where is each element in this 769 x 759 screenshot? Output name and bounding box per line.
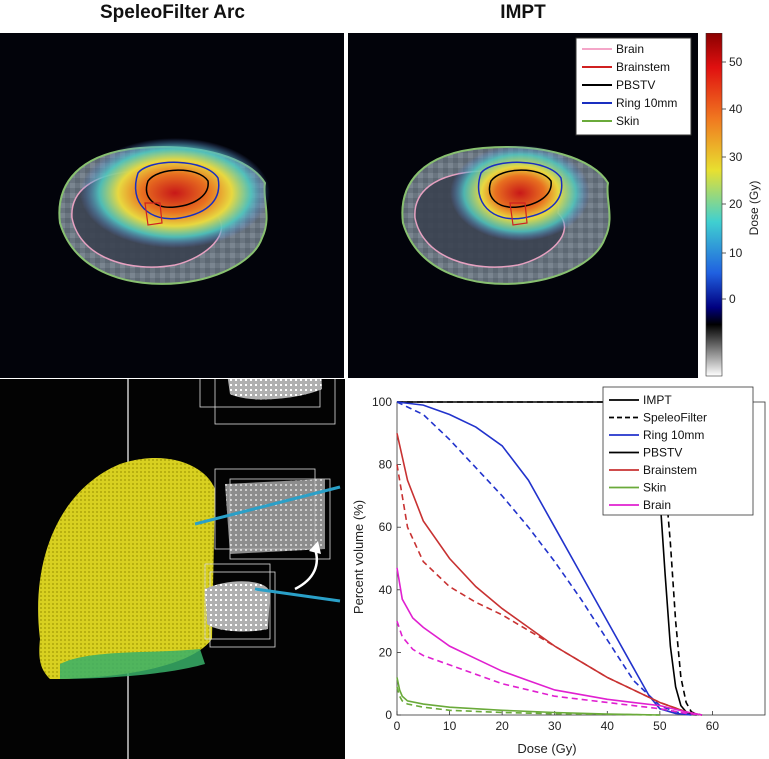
dvh-x-tick-label: 40: [601, 719, 615, 733]
title-impt: IMPT: [500, 2, 546, 23]
colorbar-tick-label: 0: [729, 292, 736, 306]
transform-arrow: [294, 548, 319, 591]
dvh-legend-label: SpeleoFilter: [643, 411, 707, 425]
dvh-x-tick-label: 60: [706, 719, 720, 733]
pointer-line-upper: [194, 485, 341, 526]
ring-10mm-contour: [477, 161, 563, 220]
dvh-y-tick-label: 100: [372, 395, 392, 409]
dvh-x-axis-label: Dose (Gy): [517, 741, 576, 756]
dvh-legend: IMPT SpeleoFilter Ring 10mm PBSTV Brainstem S…: [602, 386, 754, 516]
dvh-legend-label: Ring 10mm: [643, 428, 704, 442]
pointer-line-lower: [254, 587, 341, 603]
dvh-series-brain-speleofilter: [396, 620, 702, 716]
legend-label-ring-10mm: Ring 10mm: [616, 96, 677, 110]
colorbar-tick-label: 50: [729, 55, 743, 69]
transform-arrowhead: [309, 541, 321, 554]
dvh-legend-box: [602, 386, 754, 516]
dvh-series-pbstv-speleofilter: [397, 401, 703, 716]
dvh-y-axis-label: Percent volume (%): [351, 500, 366, 614]
dvh-series-brainstem-speleofilter: [396, 464, 703, 716]
dvh-y-tick-label: 80: [379, 458, 393, 472]
dvh-series-skin-speleofilter: [396, 686, 660, 716]
dvh-legend-label: Brainstem: [643, 463, 697, 477]
pbstv-contour: [488, 169, 552, 208]
dvh-series-ring-10mm-impt: [396, 401, 692, 716]
legend-label-brain: Brain: [616, 42, 644, 56]
dvh-legend-label: IMPT: [643, 393, 672, 407]
dose-map-impt-panel: Brain Brainstem PBSTV Ring 10mm Skin: [348, 33, 698, 378]
colorbar-tick-label: 20: [729, 197, 743, 211]
dose-wash: [450, 145, 590, 241]
dose-colorbar: 50 40 30 20 10 0 Dose (Gy): [705, 33, 761, 377]
colorbar-label: Dose (Gy): [747, 181, 761, 236]
colorbar-tick-label: 30: [729, 150, 743, 164]
voxel-3d-panel: [0, 379, 345, 759]
dvh-y-tick-label: 0: [385, 708, 392, 722]
colorbar-tick-label: 40: [729, 102, 743, 116]
dose-map-speleofilter-panel: [0, 33, 344, 378]
dvh-y-tick-label: 40: [379, 583, 393, 597]
dvh-legend-label: Skin: [643, 481, 666, 495]
dvh-y-tick-label: 20: [379, 645, 393, 659]
title-speleofilter-arc: SpeleoFilter Arc: [99, 2, 245, 23]
dvh-chart: 0 10 20 30 40 50 60 0 20 40 60 80 100 IMPT SpeleoFilt…: [345, 385, 769, 759]
brainstem-contour: [144, 202, 163, 226]
ring-10mm-contour: [134, 161, 220, 220]
pbstv-contour: [145, 169, 209, 208]
legend-label-brainstem: Brainstem: [616, 60, 670, 74]
target-voxel-box-top: [199, 379, 336, 425]
dvh-x-tick-label: 30: [548, 719, 562, 733]
dvh-series-brain-impt: [396, 567, 703, 716]
target-voxel-box-bottom: [204, 563, 276, 648]
dvh-x-tick-label: 20: [495, 719, 509, 733]
structure-legend: Brain Brainstem PBSTV Ring 10mm Skin: [575, 37, 692, 136]
dvh-legend-label: Brain: [643, 498, 671, 512]
dose-wash: [80, 138, 270, 248]
legend-label-skin: Skin: [616, 114, 639, 128]
skin-voxel-patch: [60, 649, 205, 679]
colorbar-tick-label: 10: [729, 246, 743, 260]
head-voxel-model: [38, 458, 215, 679]
legend-label-pbstv: PBSTV: [616, 78, 655, 92]
dvh-x-tick-label: 0: [394, 719, 401, 733]
dvh-x-tick-label: 10: [443, 719, 457, 733]
dvh-legend-label: PBSTV: [643, 446, 682, 460]
dvh-x-tick-label: 50: [653, 719, 667, 733]
dvh-y-tick-label: 60: [379, 520, 393, 534]
brainstem-contour: [509, 202, 528, 226]
